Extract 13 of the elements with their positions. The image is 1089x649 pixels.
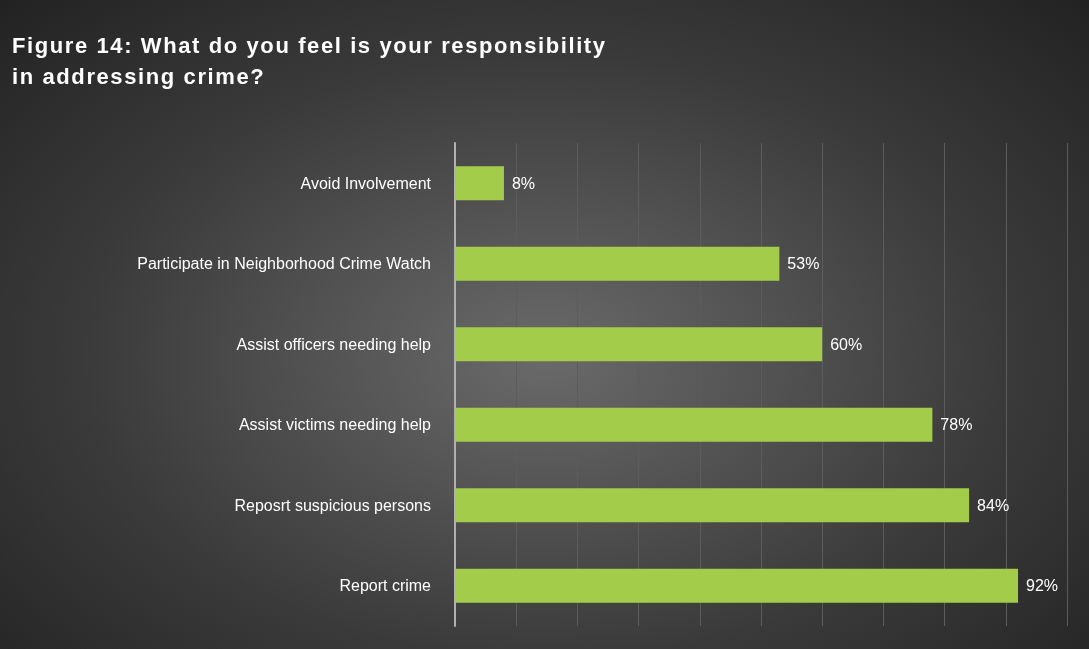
y-tick-label: Assist victims needing help: [238, 416, 432, 434]
data-label: 53%: [787, 255, 820, 273]
y-tick-label: Participate in Neighborhood Crime Watch: [137, 255, 431, 273]
y-tick-label: Avoid Involvement: [300, 174, 432, 192]
chart-title: Figure 14: What do you feel is your responsibility in addressing crime?: [12, 32, 608, 91]
data-label: 8%: [511, 174, 536, 192]
data-label: 60%: [830, 335, 863, 353]
y-tick-label: Reposrt suspicious persons: [234, 496, 431, 514]
data-label: 84%: [977, 496, 1010, 514]
data-label: 92%: [1026, 577, 1059, 595]
y-tick-label: Report crime: [339, 577, 432, 595]
data-label: 78%: [940, 416, 973, 434]
y-tick-label: Assist officers needing help: [236, 335, 432, 353]
